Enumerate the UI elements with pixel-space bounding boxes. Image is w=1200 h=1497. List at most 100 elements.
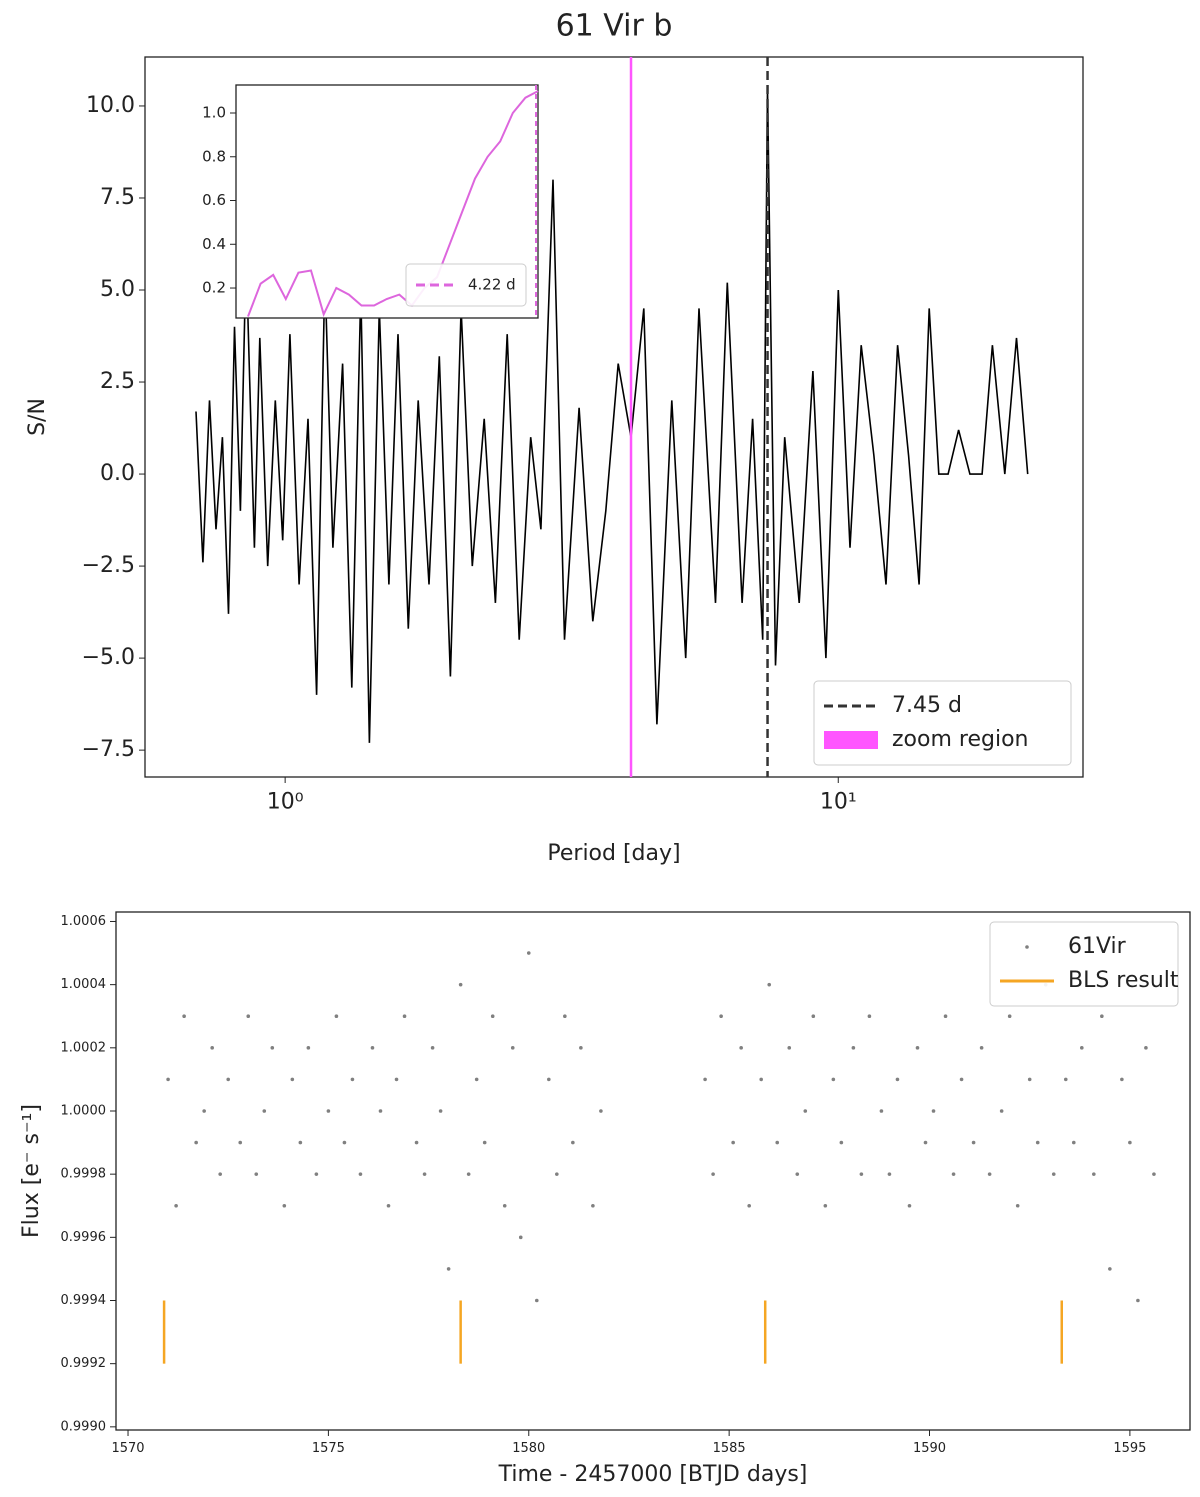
series-line — [195, 87, 1029, 743]
y-tick-label: 1.0002 — [61, 1040, 107, 1055]
data-point — [959, 1077, 964, 1082]
y-tick-label: 0.6 — [202, 191, 226, 209]
legend-symbol — [824, 731, 878, 749]
data-point — [334, 1014, 339, 1019]
x-axis-label: Period [day] — [547, 841, 680, 866]
data-point — [458, 982, 463, 987]
chart-title: 61 Vir b — [556, 9, 673, 44]
data-point — [174, 1203, 178, 1208]
data-point — [290, 1077, 295, 1082]
data-point — [430, 1046, 435, 1050]
data-point — [466, 1172, 471, 1176]
data-point — [787, 1046, 792, 1050]
y-tick-label: 0.9998 — [61, 1167, 107, 1182]
y-tick-label: 0.9990 — [61, 1419, 107, 1434]
legend-box — [813, 680, 1072, 766]
data-point — [563, 1014, 567, 1019]
data-point — [422, 1172, 427, 1176]
data-point — [534, 1298, 539, 1303]
legend-symbol — [1025, 945, 1029, 949]
y-tick-label: 7.5 — [100, 185, 135, 210]
data-point — [915, 1046, 920, 1050]
data-point — [731, 1140, 735, 1145]
data-point — [795, 1172, 800, 1176]
data-point — [490, 1014, 495, 1019]
data-point — [298, 1140, 303, 1145]
x-tick-label: 10⁰ — [267, 790, 304, 815]
data-point — [254, 1172, 259, 1176]
data-point — [547, 1077, 551, 1082]
data-point — [218, 1172, 222, 1176]
data-point — [518, 1235, 523, 1240]
x-axis-label: Time - 2457000 [BTJD days] — [498, 1462, 808, 1487]
data-point — [895, 1077, 900, 1082]
data-point — [1071, 1140, 1076, 1145]
data-point — [767, 982, 772, 987]
data-point — [943, 1014, 948, 1019]
y-tick-label: −2.5 — [82, 553, 135, 578]
data-point — [510, 1046, 515, 1050]
series-line — [247, 90, 539, 318]
legend-label: BLS result — [1068, 968, 1179, 993]
y-tick-label: −7.5 — [82, 737, 135, 762]
data-point — [502, 1203, 507, 1208]
y-tick-label: 1.0000 — [61, 1103, 107, 1118]
legend-label: 61Vir — [1068, 934, 1127, 959]
data-point — [951, 1172, 956, 1176]
data-point — [739, 1046, 743, 1050]
data-point — [1051, 1172, 1056, 1176]
data-point — [803, 1109, 808, 1113]
x-tick-label: 1570 — [111, 1441, 144, 1456]
data-point — [1152, 1172, 1156, 1176]
data-point — [358, 1172, 363, 1176]
legend-label: 7.45 d — [892, 693, 962, 718]
y-tick-label: 2.5 — [100, 369, 135, 394]
data-point — [599, 1109, 603, 1113]
y-tick-label: −5.0 — [82, 645, 135, 670]
data-point — [831, 1077, 836, 1082]
data-point — [999, 1109, 1004, 1113]
data-point — [182, 1014, 186, 1019]
data-point — [1128, 1140, 1132, 1145]
data-point — [1100, 1014, 1104, 1019]
data-point — [370, 1046, 375, 1050]
data-point — [402, 1014, 407, 1019]
data-point — [414, 1140, 419, 1145]
y-tick-label: 1.0 — [202, 104, 226, 122]
data-point — [971, 1140, 976, 1145]
data-point — [571, 1140, 575, 1145]
data-point — [1144, 1046, 1148, 1050]
data-point — [907, 1203, 912, 1208]
data-point — [306, 1046, 311, 1050]
data-point — [747, 1203, 751, 1208]
data-point — [1092, 1172, 1096, 1176]
data-point — [378, 1109, 383, 1113]
data-point — [1007, 1014, 1012, 1019]
data-point — [859, 1172, 864, 1176]
y-axis-label: S/N — [25, 398, 50, 436]
y-tick-label: 0.8 — [202, 147, 226, 165]
y-tick-label: 5.0 — [100, 277, 135, 302]
data-point — [526, 951, 531, 955]
data-point — [555, 1172, 559, 1176]
data-point — [1136, 1298, 1140, 1303]
y-tick-label: 0.9992 — [61, 1356, 107, 1371]
y-tick-label: 1.0006 — [61, 914, 107, 929]
data-point — [759, 1077, 764, 1082]
data-point — [979, 1046, 984, 1050]
legend-label: 4.22 d — [468, 276, 516, 294]
data-point — [246, 1014, 251, 1019]
data-point — [591, 1203, 595, 1208]
data-point — [1108, 1267, 1112, 1271]
data-point — [238, 1140, 243, 1145]
x-tick-label: 10¹ — [820, 790, 857, 815]
data-point — [314, 1172, 319, 1176]
data-point — [350, 1077, 355, 1082]
x-tick-label: 1595 — [1113, 1441, 1146, 1456]
legend-box — [405, 263, 527, 307]
data-point — [823, 1203, 828, 1208]
data-point — [987, 1172, 992, 1176]
data-point — [270, 1046, 275, 1050]
data-point — [394, 1077, 399, 1082]
